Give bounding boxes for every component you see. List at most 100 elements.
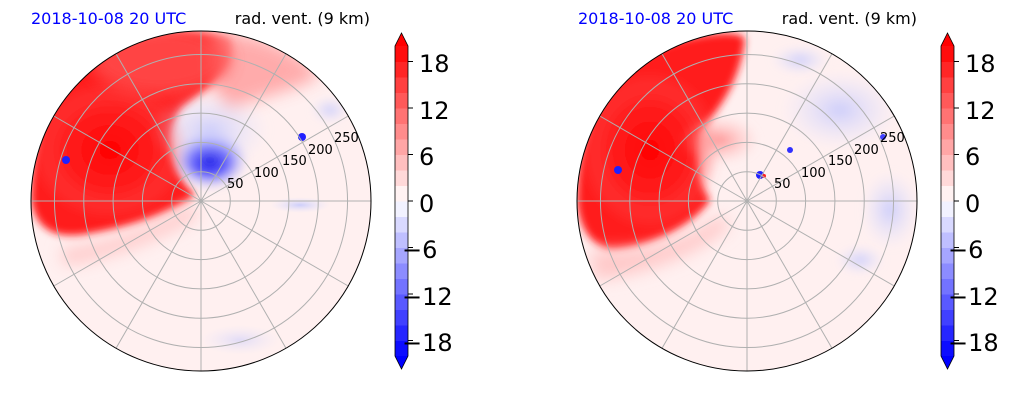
left-colorbar-band-5 (395, 263, 408, 279)
right-radial-tick-250: 250 (880, 131, 905, 146)
left-colorbar-band-1 (395, 325, 408, 341)
right-panel-radial-ticks: 50 100 150 200 250 (774, 131, 905, 192)
right-cb-tick-6: 6 (965, 143, 980, 171)
right-cb-tick-neg6: −6 (948, 236, 983, 264)
left-grid-spoke-210 (53, 200, 202, 287)
right-colorbar (940, 32, 959, 370)
right-radial-tick-200: 200 (854, 143, 879, 158)
right-cb-tick-18: 18 (965, 50, 996, 78)
left-radial-tick-200: 200 (308, 143, 333, 158)
left-colorbar-band-10 (395, 185, 408, 202)
left-panel: 2018-10-08 20 UTC rad. vent. (9 km) 50 (30, 9, 453, 372)
left-radial-tick-100: 100 (254, 166, 279, 181)
right-cb-tick-neg12: −12 (948, 283, 999, 311)
right-colorbar-band-16 (941, 92, 954, 109)
right-panel-outline (576, 30, 918, 372)
right-colorbar-band-6 (941, 247, 954, 264)
right-colorbar-band-3 (941, 294, 954, 310)
left-cb-tick-neg6: −6 (402, 236, 437, 264)
right-radial-tick-50: 50 (774, 177, 791, 192)
left-colorbar-band-7 (395, 232, 408, 248)
right-colorbar-band-5 (941, 263, 954, 279)
left-radial-tick-50: 50 (227, 177, 244, 192)
right-colorbar-extend-min (941, 356, 954, 369)
left-cb-tick-12: 12 (419, 97, 450, 125)
right-colorbar-band-17 (941, 77, 954, 93)
right-panel-title-left: 2018-10-08 20 UTC (578, 9, 733, 28)
right-panel-grid (577, 31, 917, 371)
left-colorbar-band-6 (395, 247, 408, 264)
right-colorbar-outline (940, 32, 955, 370)
right-colorbar-band-2 (941, 309, 954, 326)
right-colorbar-band-8 (941, 216, 954, 233)
left-colorbar-extend-max (395, 33, 408, 46)
right-colorbar-band-12 (941, 154, 954, 171)
left-panel-outline (30, 30, 372, 372)
right-colorbar-band-9 (941, 201, 954, 217)
left-colorbar-band-12 (395, 154, 408, 171)
right-panel: 2018-10-08 20 UTC rad. vent. (9 km) 50 1… (576, 9, 999, 372)
right-colorbar-band-4 (941, 278, 954, 295)
left-cb-tick-0: 0 (419, 190, 434, 218)
right-grid-spoke-210 (599, 200, 748, 287)
left-colorbar-band-15 (395, 108, 408, 124)
right-colorbar-band-11 (941, 170, 954, 186)
right-grid-spoke-330 (746, 200, 895, 287)
left-panel-radial-ticks: 50 100 150 200 250 (227, 131, 359, 192)
left-colorbar-band-0 (395, 340, 408, 357)
left-colorbar-band-16 (395, 92, 408, 109)
right-cb-tick-0: 0 (965, 190, 980, 218)
right-colorbar-band-0 (941, 340, 954, 357)
right-cb-tick-neg18: −18 (948, 329, 999, 357)
right-colorbar-band-19 (941, 46, 954, 62)
right-grid-spoke-120 (661, 53, 748, 202)
left-grid-spoke-60 (200, 53, 287, 202)
left-colorbar-band-9 (395, 201, 408, 217)
left-cb-tick-18: 18 (419, 50, 450, 78)
left-grid-spoke-120 (115, 53, 202, 202)
left-cb-tick-neg12: −12 (402, 283, 453, 311)
right-colorbar-band-15 (941, 108, 954, 124)
left-grid-spoke-300 (200, 200, 287, 349)
left-colorbar-band-11 (395, 170, 408, 186)
left-colorbar-band-8 (395, 216, 408, 233)
right-colorbar-band-18 (941, 61, 954, 78)
right-colorbar-band-1 (941, 325, 954, 341)
left-grid-spoke-150 (53, 115, 202, 202)
left-colorbar-band-17 (395, 77, 408, 93)
left-radial-tick-150: 150 (282, 154, 307, 169)
right-grid-spoke-240 (661, 200, 748, 349)
left-colorbar-band-14 (395, 123, 408, 140)
right-colorbar-extend-max (941, 33, 954, 46)
left-colorbar-ticks: 18 12 6 0 −6 −12 −18 (402, 50, 453, 357)
left-grid-spoke-30 (200, 115, 349, 202)
right-radial-tick-150: 150 (828, 154, 853, 169)
right-grid-spoke-30 (746, 115, 895, 202)
right-colorbar-band-13 (941, 139, 954, 155)
right-cb-tick-12: 12 (965, 97, 996, 125)
right-panel-title-right: rad. vent. (9 km) (782, 9, 917, 28)
left-colorbar-band-13 (395, 139, 408, 155)
left-grid-spoke-330 (200, 200, 349, 287)
right-colorbar-band-7 (941, 232, 954, 248)
left-colorbar-band-19 (395, 46, 408, 62)
right-colorbar-band-14 (941, 123, 954, 140)
left-colorbar-band-18 (395, 61, 408, 78)
left-colorbar-band-4 (395, 278, 408, 295)
left-colorbar-band-2 (395, 309, 408, 326)
left-colorbar (394, 32, 413, 370)
left-colorbar-band-3 (395, 294, 408, 310)
right-colorbar-ticks: 18 12 6 0 −6 −12 −18 (948, 50, 999, 357)
left-grid-spoke-240 (115, 200, 202, 349)
left-panel-title-right: rad. vent. (9 km) (235, 9, 370, 28)
right-grid-spoke-60 (746, 53, 833, 202)
left-cb-tick-neg18: −18 (402, 329, 453, 357)
left-colorbar-extend-min (395, 356, 408, 369)
left-panel-title-left: 2018-10-08 20 UTC (31, 9, 186, 28)
right-grid-spoke-300 (746, 200, 833, 349)
right-colorbar-band-10 (941, 185, 954, 202)
right-radial-tick-100: 100 (801, 166, 826, 181)
left-panel-grid (31, 31, 371, 371)
left-radial-tick-250: 250 (334, 131, 359, 146)
